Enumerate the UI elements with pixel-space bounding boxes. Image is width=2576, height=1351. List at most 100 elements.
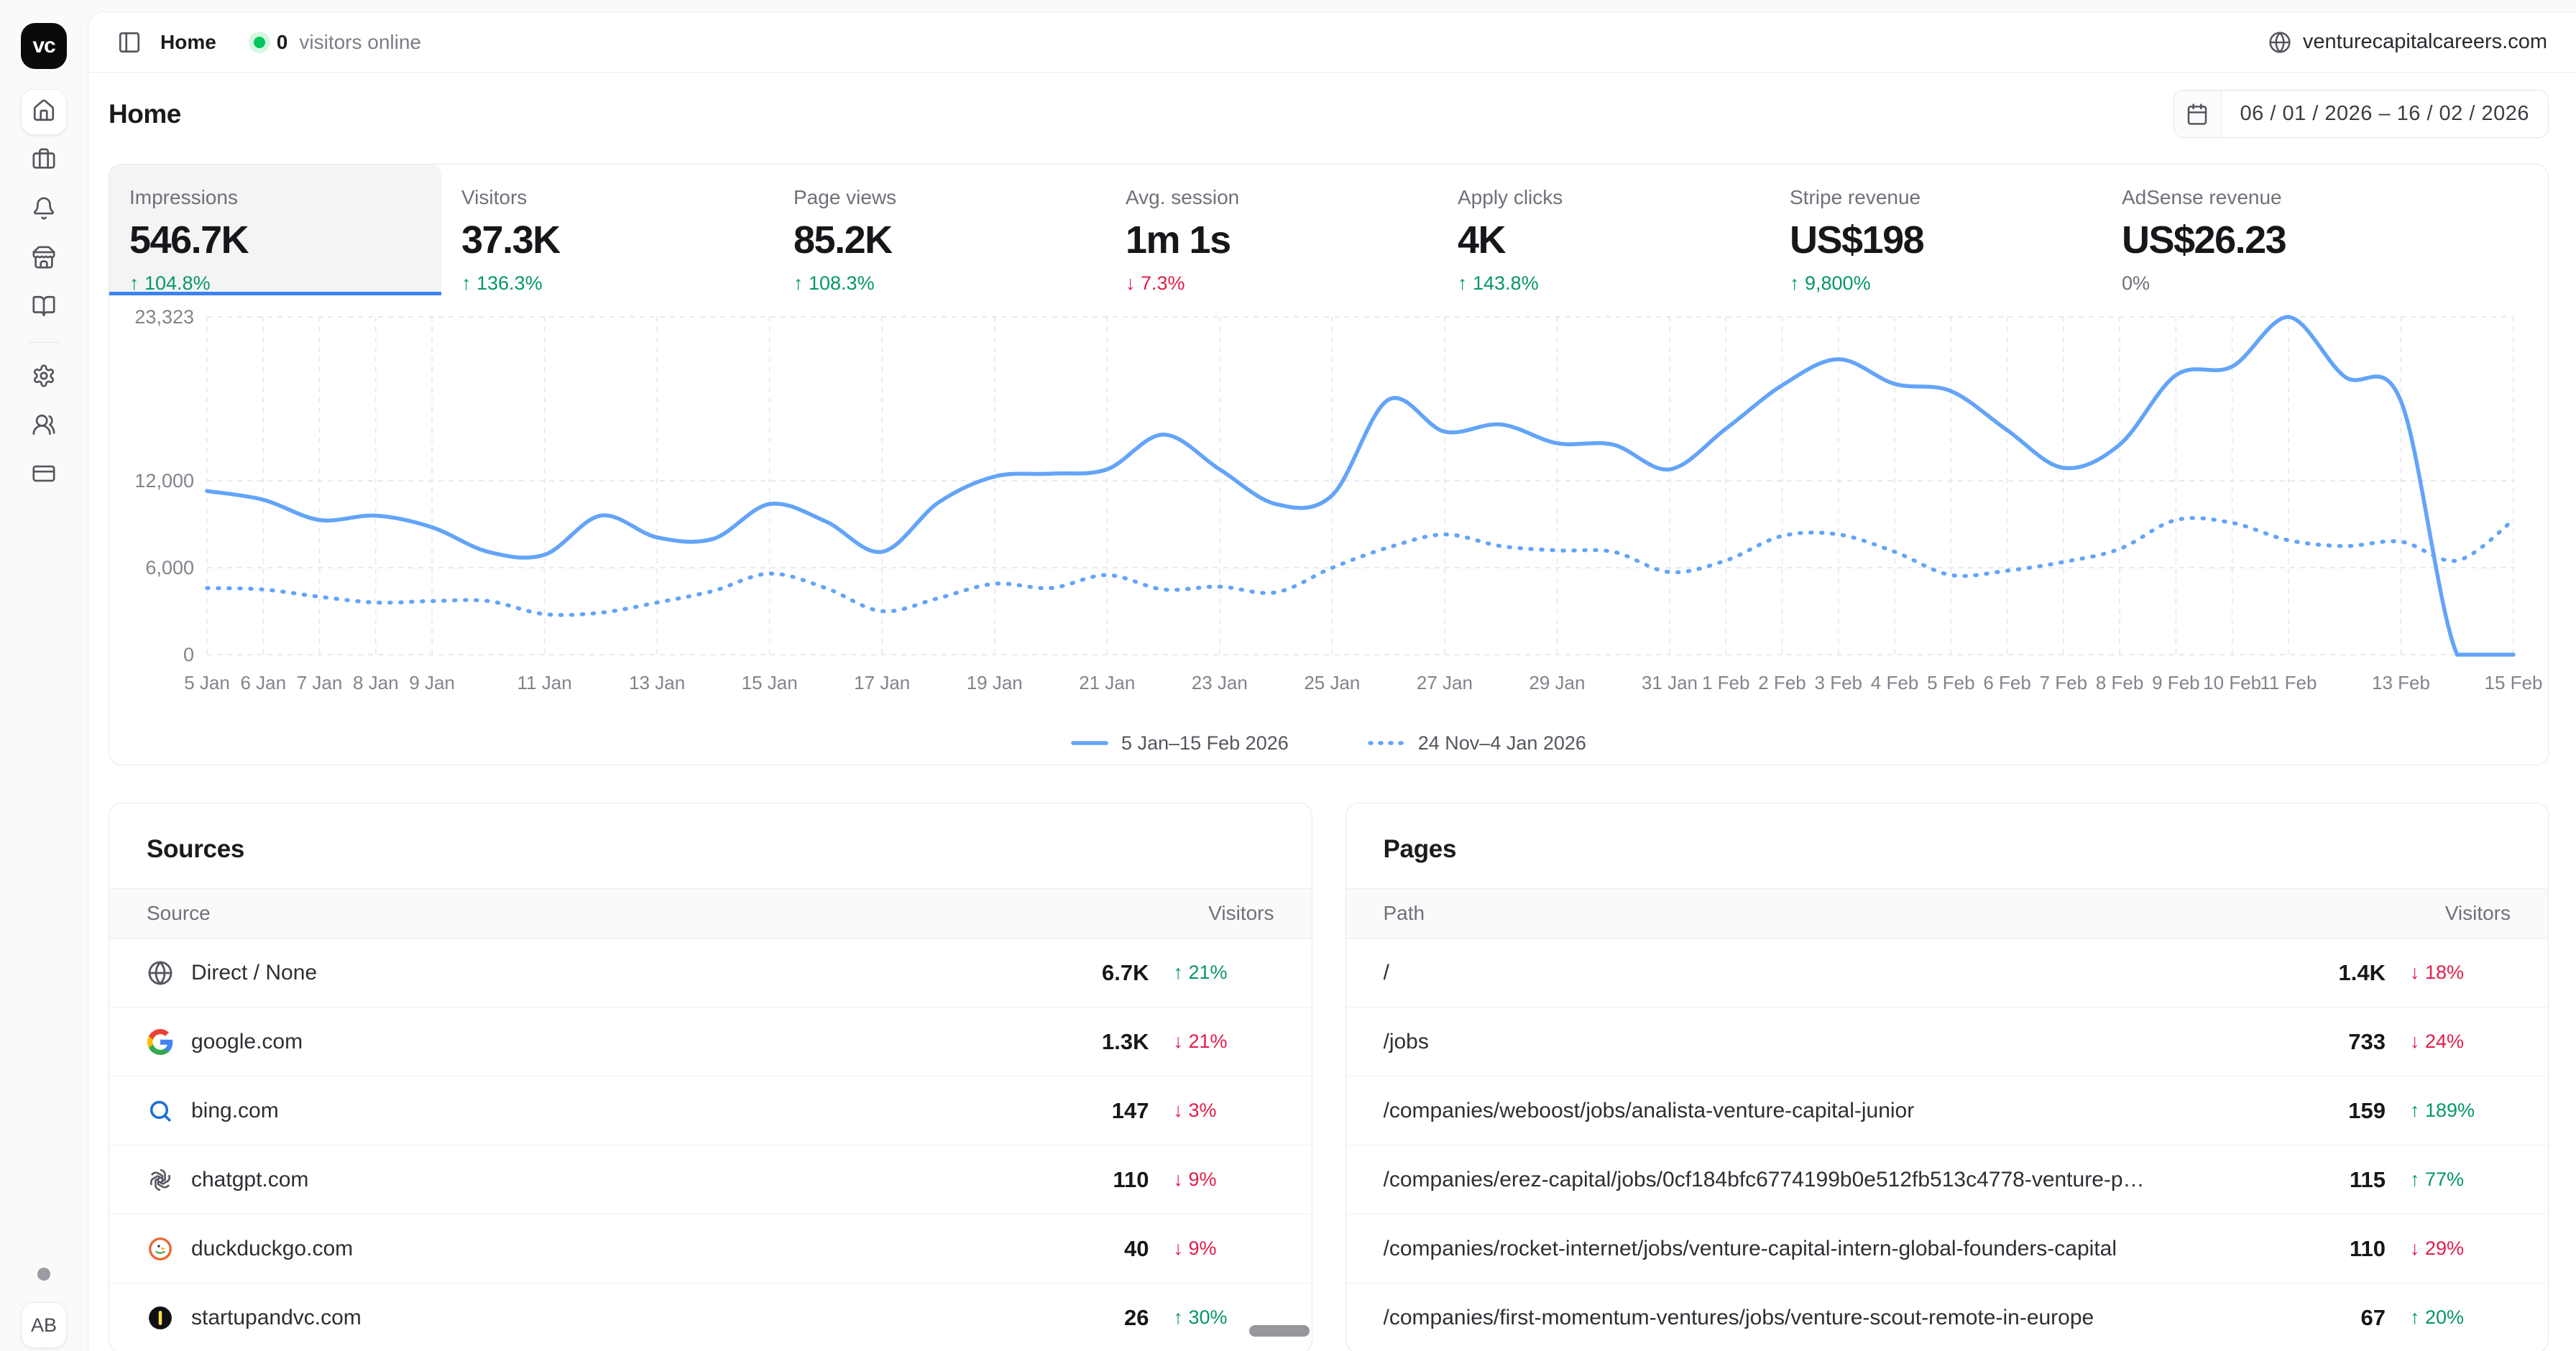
chart-legend: 5 Jan–15 Feb 2026 24 Nov–4 Jan 2026 (109, 721, 2548, 765)
svg-text:4 Feb: 4 Feb (1871, 672, 1919, 693)
sidebar-item-store[interactable] (21, 236, 67, 282)
sources-row-delta: ↑ 21% (1173, 962, 1228, 983)
pages-row[interactable]: /jobs 733 ↓ 24% (1346, 1008, 2548, 1076)
sidebar-item-settings[interactable] (21, 354, 67, 400)
metric-label: Page views (794, 186, 897, 208)
sidebar-item-book-open[interactable] (21, 285, 67, 331)
pages-row-label: /companies/erez-capital/jobs/0cf184bfc67… (1383, 1167, 2145, 1191)
sidebar: vc AB (0, 0, 88, 1351)
pages-row-value: 159 (2348, 1097, 2386, 1123)
sources-row-label: google.com (191, 1029, 303, 1053)
pages-row-delta: ↑ 20% (2410, 1306, 2465, 1328)
pages-row-delta: ↓ 29% (2410, 1237, 2465, 1259)
metric-label: Impressions (129, 186, 238, 208)
site-switcher[interactable]: venturecapitalcareers.com (2268, 30, 2547, 54)
pages-col-path: Path (1383, 902, 1425, 924)
sources-row-label: chatgpt.com (191, 1167, 309, 1191)
sources-row-value: 26 (1124, 1304, 1149, 1330)
svg-text:3 Feb: 3 Feb (1815, 672, 1863, 693)
topbar: Home 0 visitors online venturecapitalcar… (88, 12, 2576, 73)
metric-tab-visitors[interactable]: Visitors 37.3K ↑ 136.3% (441, 165, 773, 295)
panel-toggle-icon[interactable] (117, 30, 142, 55)
bell-icon (32, 196, 56, 224)
pages-row-label: /companies/first-momentum-ventures/jobs/… (1383, 1305, 2094, 1329)
svg-text:27 Jan: 27 Jan (1417, 672, 1473, 693)
store-icon (32, 245, 56, 273)
sources-row[interactable]: startupandvc.com 26 ↑ 30% (109, 1283, 1312, 1351)
sources-col-source: Source (147, 902, 211, 924)
legend-item-solid: 5 Jan–15 Feb 2026 (1071, 732, 1289, 755)
svg-text:6,000: 6,000 (145, 557, 194, 578)
svg-text:31 Jan: 31 Jan (1642, 672, 1698, 693)
pages-row-value: 733 (2348, 1028, 2386, 1054)
pages-row[interactable]: /companies/first-momentum-ventures/jobs/… (1346, 1283, 2549, 1351)
sources-row[interactable]: google.com 1.3K ↓ 21% (109, 1008, 1312, 1076)
metric-value: 546.7K (129, 218, 249, 262)
date-range-value: 06 / 01 / 2026 – 16 / 02 / 2026 (2240, 102, 2529, 125)
metric-tab-impressions[interactable]: Impressions 546.7K ↑ 104.8% (109, 165, 441, 295)
svg-text:6 Jan: 6 Jan (240, 672, 286, 693)
sidebar-item-users[interactable] (21, 403, 67, 449)
sources-row[interactable]: Direct / None 6.7K ↑ 21% (109, 939, 1312, 1008)
sources-header: Source Visitors (109, 888, 1312, 939)
metric-tab-apply-clicks[interactable]: Apply clicks 4K ↑ 143.8% (1438, 165, 1770, 295)
book-open-icon (32, 294, 56, 322)
svg-text:10 Feb: 10 Feb (2203, 672, 2261, 693)
breadcrumb[interactable]: Home (160, 30, 216, 53)
line-chart[interactable]: 0 6,000 12,000 23,323 5 Jan 6 Jan 7 Jan 8 Jan 9 … (109, 295, 2548, 721)
sidebar-item-house[interactable] (21, 89, 67, 135)
svg-text:2 Feb: 2 Feb (1758, 672, 1806, 693)
svg-text:8 Jan: 8 Jan (353, 672, 399, 693)
svg-text:13 Jan: 13 Jan (629, 672, 685, 693)
svg-text:17 Jan: 17 Jan (854, 672, 910, 693)
settings-icon (32, 364, 56, 392)
metric-value: US$198 (1790, 218, 1925, 262)
pages-row[interactable]: /companies/weboost/jobs/analista-venture… (1346, 1076, 2548, 1145)
app-logo[interactable]: vc (21, 23, 67, 69)
metric-tab-avg-session[interactable]: Avg. session 1m 1s ↓ 7.3% (1105, 165, 1438, 295)
metric-tabs: Impressions 546.7K ↑ 104.8% Visitors 37.3K ↑ … (109, 165, 2548, 295)
date-range-picker[interactable]: 06 / 01 / 2026 – 16 / 02 / 2026 (2173, 90, 2549, 138)
svg-text:9 Feb: 9 Feb (2152, 672, 2200, 693)
sources-row-value: 110 (1113, 1166, 1149, 1192)
svg-text:15 Feb: 15 Feb (2485, 672, 2543, 693)
svg-text:5 Feb: 5 Feb (1927, 672, 1975, 693)
svg-text:7 Feb: 7 Feb (2040, 672, 2088, 693)
svg-text:11 Feb: 11 Feb (2260, 672, 2317, 693)
svg-text:9 Jan: 9 Jan (409, 672, 455, 693)
sources-col-visitors: Visitors (1208, 902, 1274, 924)
horizontal-scrollbar-thumb[interactable] (1249, 1325, 1310, 1337)
pages-row-delta: ↑ 189% (2410, 1099, 2475, 1121)
sources-row[interactable]: duckduckgo.com 40 ↓ 9% (109, 1214, 1312, 1283)
pages-row[interactable]: /companies/rocket-internet/jobs/venture-… (1346, 1214, 2548, 1283)
svg-text:19 Jan: 19 Jan (967, 672, 1023, 693)
house-icon (32, 98, 56, 126)
pages-row[interactable]: / 1.4K ↓ 18% (1346, 939, 2548, 1008)
pages-row[interactable]: /companies/erez-capital/jobs/0cf184bfc67… (1346, 1145, 2548, 1214)
metric-value: 1m 1s (1126, 218, 1231, 262)
metric-tab-adsense-revenue[interactable]: AdSense revenue US$26.23 0% (2102, 165, 2434, 295)
pages-row-value: 110 (2349, 1235, 2386, 1261)
sidebar-item-bell[interactable] (21, 187, 67, 233)
sources-row-value: 1.3K (1102, 1028, 1149, 1054)
avatar[interactable]: AB (21, 1302, 67, 1348)
svg-text:12,000: 12,000 (134, 470, 194, 492)
sources-row[interactable]: bing.com 147 ↓ 3% (109, 1076, 1312, 1145)
metric-tab-stripe-revenue[interactable]: Stripe revenue US$198 ↑ 9,800% (1770, 165, 2102, 295)
sources-row-delta: ↑ 30% (1173, 1306, 1228, 1328)
site-domain: venturecapitalcareers.com (2302, 30, 2547, 53)
metric-value: 37.3K (461, 218, 561, 262)
sources-row[interactable]: chatgpt.com 110 ↓ 9% (109, 1145, 1312, 1214)
metric-tab-page-views[interactable]: Page views 85.2K ↑ 108.3% (773, 165, 1105, 295)
page-title: Home (109, 98, 181, 129)
sources-row-value: 147 (1111, 1097, 1149, 1123)
online-count: 0 (276, 30, 288, 53)
sidebar-item-briefcase[interactable] (21, 138, 67, 184)
metric-value: 4K (1458, 218, 1506, 262)
pages-header: Path Visitors (1346, 888, 2548, 939)
metric-delta: ↑ 108.3% (794, 272, 875, 294)
online-dot-icon (253, 36, 265, 48)
sources-title: Sources (147, 835, 245, 863)
sidebar-item-credit-card[interactable] (21, 452, 67, 498)
svg-text:29 Jan: 29 Jan (1529, 672, 1585, 693)
